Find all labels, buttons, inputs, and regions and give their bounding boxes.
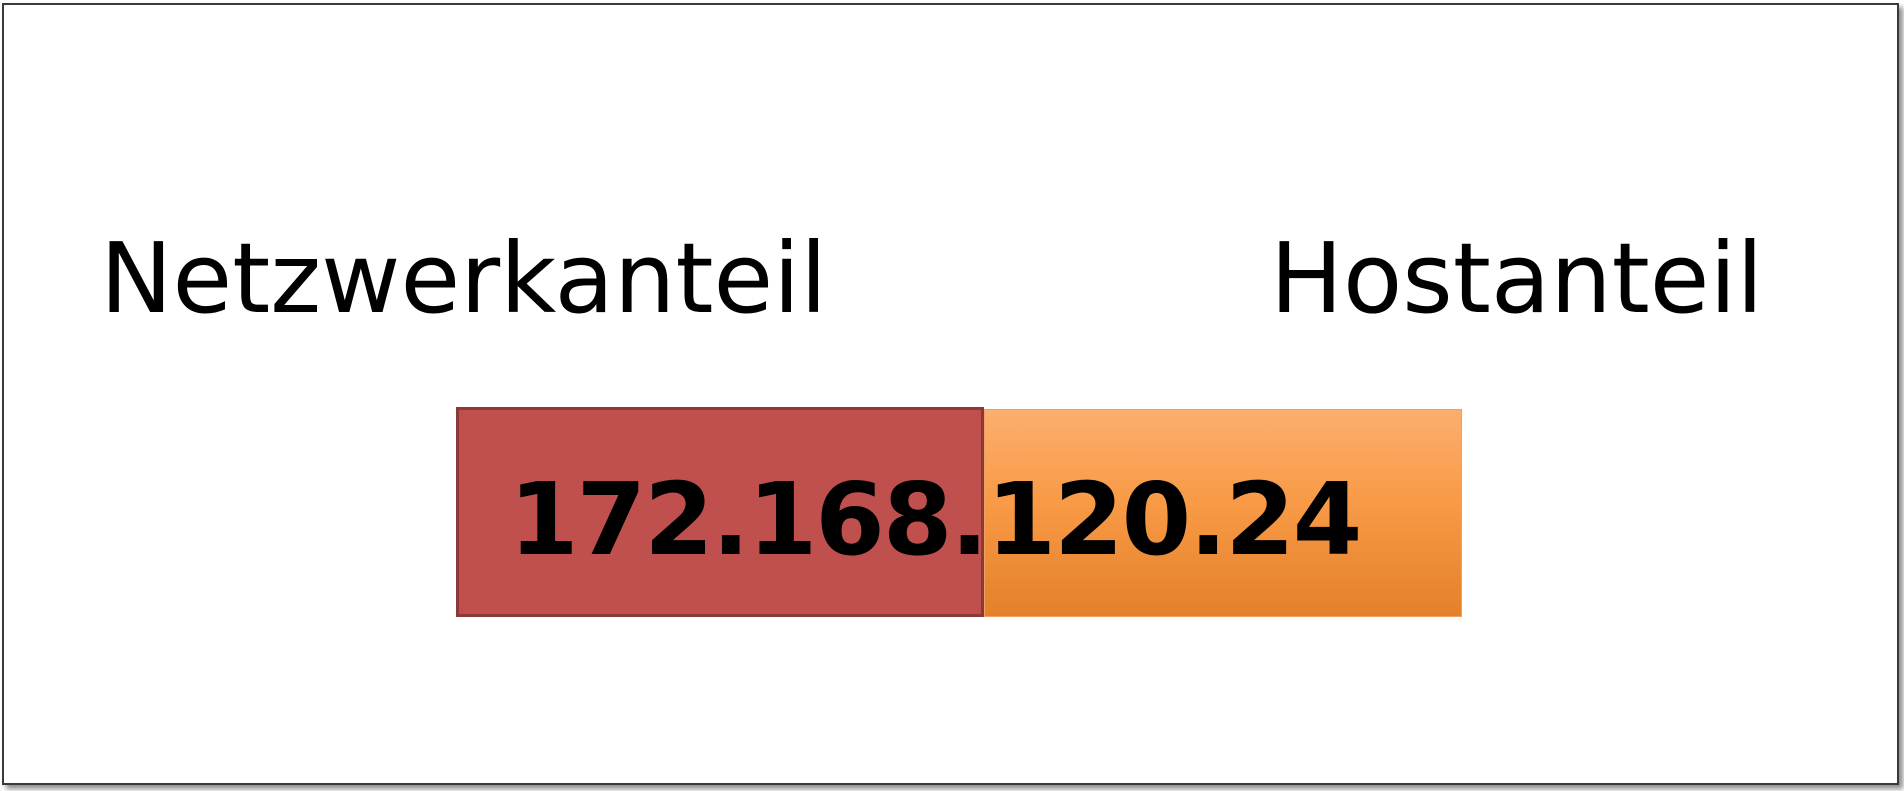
diagram-frame: Netzwerkanteil Hostanteil 172.168.120.24: [2, 3, 1899, 785]
host-part-label: Hostanteil: [1270, 222, 1764, 335]
network-part-block: [456, 407, 984, 617]
ip-network-segment: 172.168.: [509, 461, 988, 578]
ip-host-segment: 120.24: [986, 461, 1362, 578]
host-part-block: [984, 409, 1462, 617]
network-part-label: Netzwerkanteil: [100, 222, 828, 335]
ip-address: 172.168.120.24: [509, 470, 1362, 570]
